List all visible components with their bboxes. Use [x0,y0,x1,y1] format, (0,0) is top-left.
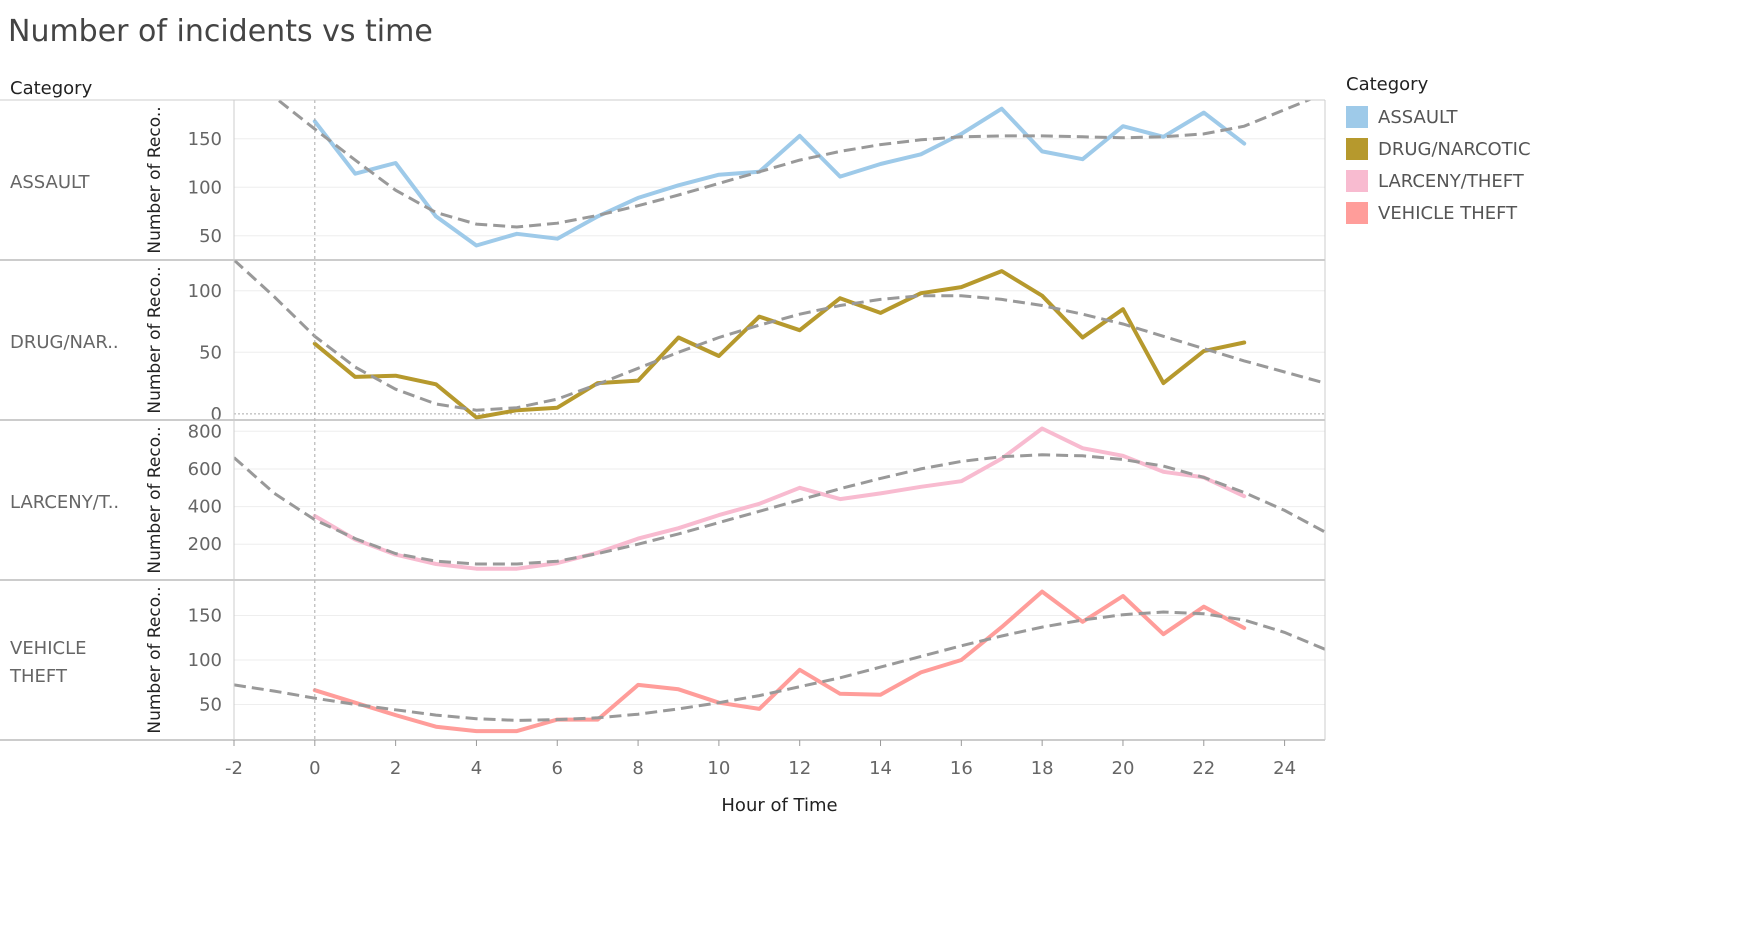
y-axis-title: Number of Reco.. [145,586,165,733]
trend-line [234,453,1325,566]
y-tick-label: 800 [188,421,222,442]
y-tick-label: 50 [199,342,222,363]
x-axis-title: Hour of Time [721,795,837,816]
x-tick-label: 12 [788,758,811,779]
y-tick-label: 150 [188,606,222,627]
row-label: LARCENY/T.. [10,492,119,513]
y-axis-title: Number of Reco.. [145,106,165,253]
legend-swatch [1346,106,1368,128]
y-tick-label: 50 [199,694,222,715]
legend-label: ASSAULT [1378,106,1458,128]
legend-swatch [1346,138,1368,160]
series-line-assault [312,106,1247,248]
legend-label: LARCENY/THEFT [1378,170,1524,192]
y-tick-label: 200 [188,534,222,555]
y-tick-label: 100 [188,650,222,671]
legend-swatch [1346,170,1368,192]
legend-item-vehicle-theft[interactable]: VEHICLE THEFT [1346,197,1531,229]
legend-label: DRUG/NARCOTIC [1378,138,1531,160]
legend: Category ASSAULT DRUG/NARCOTIC LARCENY/T… [1346,74,1531,229]
series-line-vehicle-theft [312,589,1247,734]
row-label: VEHICLE [10,638,87,659]
y-tick-label: 100 [188,177,222,198]
x-tick-label: 2 [390,758,401,779]
row-label: DRUG/NAR.. [10,332,119,353]
legend-title: Category [1346,74,1429,95]
series-line-drug-nar- [312,269,1247,420]
trend-line [234,610,1325,722]
row-label: ASSAULT [10,172,91,193]
x-tick-label: -2 [225,758,243,779]
row-label: THEFT [9,666,68,687]
trend-line [234,260,1325,412]
x-tick-label: 14 [869,758,892,779]
x-tick-label: 4 [471,758,482,779]
x-tick-label: 24 [1273,758,1296,779]
series-line-larceny-t- [312,426,1247,571]
legend-item-larceny-theft[interactable]: LARCENY/THEFT [1346,165,1531,197]
legend-item-drug-narcotic[interactable]: DRUG/NARCOTIC [1346,133,1531,165]
y-tick-label: 400 [188,497,222,518]
x-tick-label: 20 [1112,758,1135,779]
y-tick-label: 150 [188,129,222,150]
trend-line [275,100,1313,229]
chart-title: Number of incidents vs time [8,14,433,49]
y-axis-title: Number of Reco.. [145,266,165,413]
x-tick-label: 10 [707,758,730,779]
y-tick-label: 600 [188,459,222,480]
y-tick-label: 100 [188,281,222,302]
x-tick-label: 0 [309,758,320,779]
row-header: Category [10,78,93,99]
x-tick-label: 18 [1031,758,1054,779]
y-tick-label: 50 [199,226,222,247]
legend-swatch [1346,202,1368,224]
x-tick-label: 22 [1192,758,1215,779]
x-tick-label: 8 [632,758,643,779]
legend-label: VEHICLE THEFT [1378,202,1518,224]
y-tick-label: 0 [211,404,222,425]
y-axis-title: Number of Reco.. [145,426,165,573]
x-tick-label: 6 [552,758,563,779]
x-tick-label: 16 [950,758,973,779]
legend-item-assault[interactable]: ASSAULT [1346,101,1531,133]
